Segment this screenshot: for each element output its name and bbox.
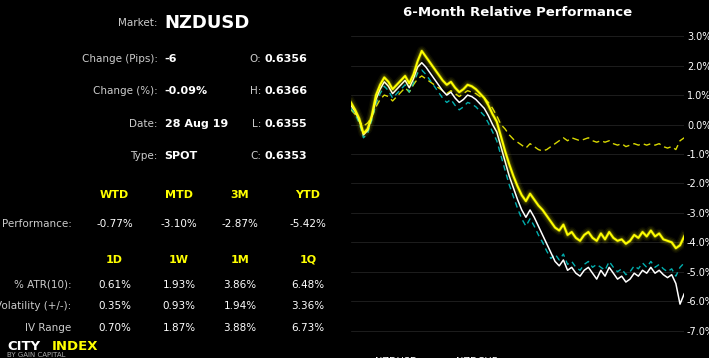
Text: MTD: MTD	[165, 190, 193, 200]
Text: 0.6353: 0.6353	[265, 151, 308, 161]
Text: Date:: Date:	[129, 118, 157, 129]
Text: WTD: WTD	[100, 190, 129, 200]
Text: -3.10%: -3.10%	[161, 219, 197, 229]
Text: % ATR(10):: % ATR(10):	[14, 280, 72, 290]
Text: 1.87%: 1.87%	[162, 323, 196, 333]
Text: NZDUSD: NZDUSD	[164, 14, 250, 32]
Text: -5.42%: -5.42%	[289, 219, 326, 229]
Text: 1D: 1D	[106, 255, 123, 265]
Text: 1.93%: 1.93%	[162, 280, 196, 290]
Text: INDEX: INDEX	[52, 340, 99, 353]
Text: 3.86%: 3.86%	[223, 280, 257, 290]
Text: C:: C:	[250, 151, 262, 161]
Text: Type:: Type:	[130, 151, 157, 161]
Text: 0.6355: 0.6355	[265, 118, 308, 129]
Text: 0.93%: 0.93%	[162, 301, 196, 311]
Text: 28 Aug 19: 28 Aug 19	[164, 118, 228, 129]
Text: Change (Pips):: Change (Pips):	[82, 54, 157, 64]
Text: H:: H:	[250, 86, 262, 96]
Text: -2.87%: -2.87%	[221, 219, 258, 229]
Text: 0.6356: 0.6356	[265, 54, 308, 64]
Text: 0.6366: 0.6366	[265, 86, 308, 96]
Text: Implied Volatility (+/-):: Implied Volatility (+/-):	[0, 301, 72, 311]
Text: Performance:: Performance:	[1, 219, 72, 229]
Text: -6: -6	[164, 54, 177, 64]
Text: -0.09%: -0.09%	[164, 86, 208, 96]
Text: 0.70%: 0.70%	[98, 323, 131, 333]
Text: 1Q: 1Q	[299, 255, 316, 265]
Title: 6-Month Relative Performance: 6-Month Relative Performance	[403, 6, 632, 19]
Text: 3.36%: 3.36%	[291, 301, 325, 311]
Text: Change (%):: Change (%):	[93, 86, 157, 96]
Text: 6.73%: 6.73%	[291, 323, 325, 333]
Text: 1.94%: 1.94%	[223, 301, 257, 311]
Text: YTD: YTD	[296, 190, 320, 200]
Text: O:: O:	[250, 54, 262, 64]
Text: L:: L:	[252, 118, 262, 129]
Text: 1W: 1W	[169, 255, 189, 265]
Text: CITY: CITY	[7, 340, 40, 353]
Text: 3M: 3M	[230, 190, 249, 200]
Text: 6.48%: 6.48%	[291, 280, 325, 290]
Text: Market:: Market:	[118, 18, 157, 28]
Text: 1M: 1M	[230, 255, 250, 265]
Text: IV Range: IV Range	[26, 323, 72, 333]
Text: BY GAIN CAPITAL: BY GAIN CAPITAL	[7, 352, 66, 358]
Text: 0.35%: 0.35%	[98, 301, 131, 311]
Legend: NZDUSD, NZDJPY, NZDCHF, NZDAUD: NZDUSD, NZDJPY, NZDCHF, NZDAUD	[349, 357, 498, 358]
Text: SPOT: SPOT	[164, 151, 198, 161]
Text: 0.61%: 0.61%	[98, 280, 131, 290]
Text: -0.77%: -0.77%	[96, 219, 133, 229]
Text: 3.88%: 3.88%	[223, 323, 257, 333]
